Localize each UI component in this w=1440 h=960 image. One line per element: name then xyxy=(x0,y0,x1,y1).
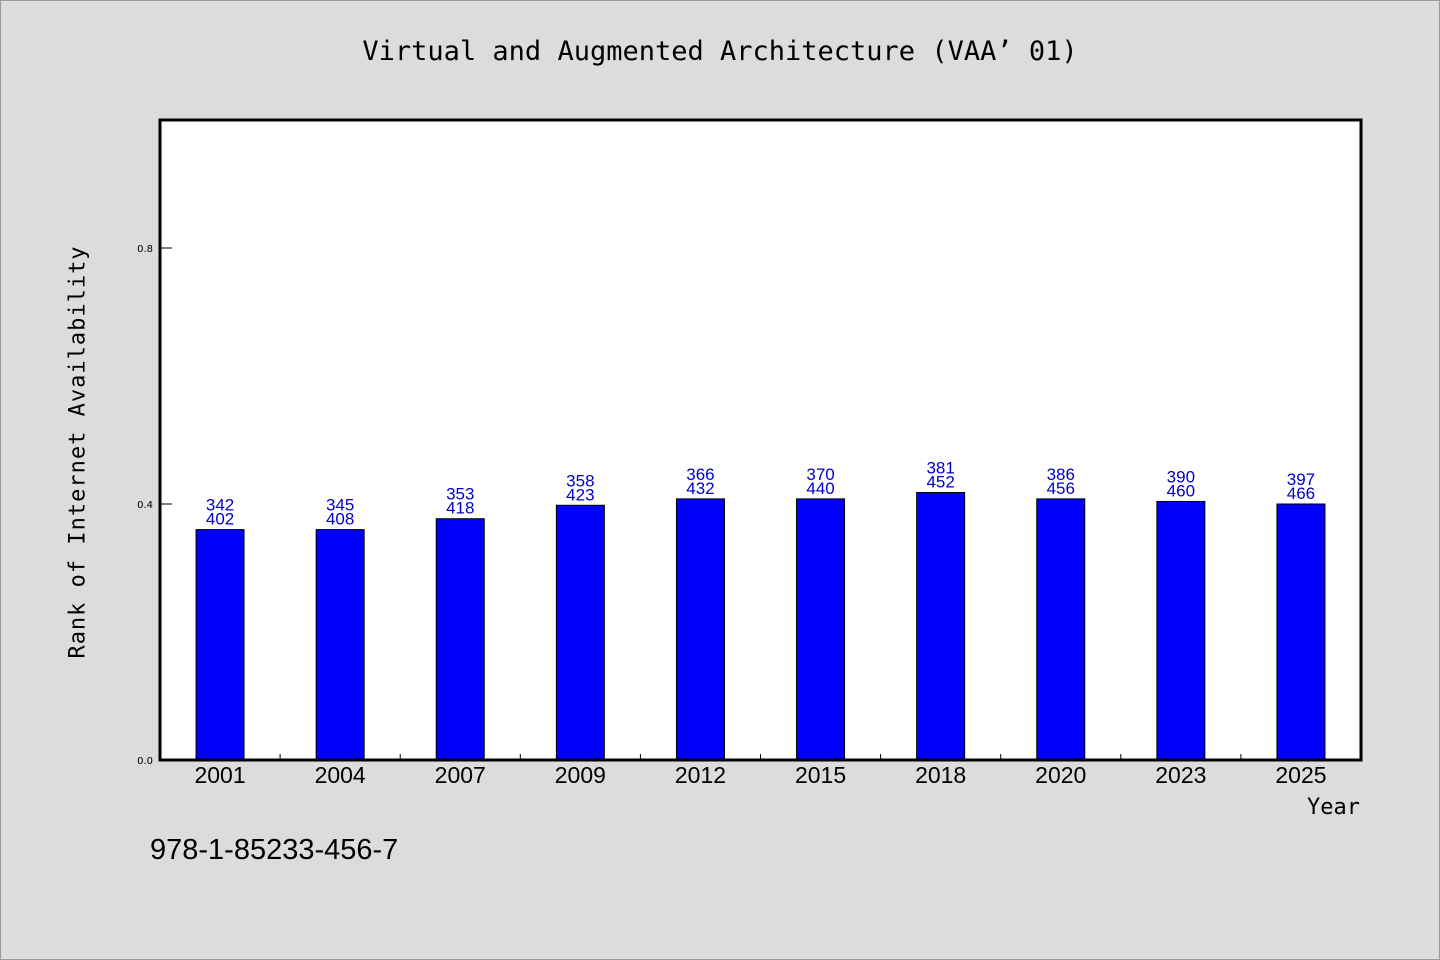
y-tick-label: 0.4 xyxy=(137,500,153,511)
bar-2009 xyxy=(555,504,605,761)
bar-2025 xyxy=(1276,503,1326,761)
bar-2004 xyxy=(315,529,365,761)
bar-label-top: 386 xyxy=(1047,465,1075,484)
y-tick-label: 0.0 xyxy=(137,756,153,767)
bar-label-bottom: 432 xyxy=(686,479,714,498)
bar-2007 xyxy=(435,518,485,761)
x-tick-label: 2020 xyxy=(1035,762,1086,788)
x-tick-label: 2004 xyxy=(315,762,366,788)
x-tick-label: 2009 xyxy=(555,762,606,788)
bar-label-bottom: 408 xyxy=(326,510,354,529)
bar-label-bottom: 452 xyxy=(926,472,954,491)
x-tick-label: 2007 xyxy=(435,762,486,788)
x-tick-label: 2018 xyxy=(915,762,966,788)
bar-label-bottom: 460 xyxy=(1167,481,1195,500)
x-tick-label: 2012 xyxy=(675,762,726,788)
x-axis-label: Year xyxy=(1307,795,1360,820)
bar-label-bottom: 456 xyxy=(1047,479,1075,498)
x-tick-label: 2025 xyxy=(1275,762,1326,788)
y-tick-label: 0.8 xyxy=(137,244,153,255)
chart-title: Virtual and Augmented Architecture (VAA’… xyxy=(362,36,1078,67)
bar-label-top: 397 xyxy=(1287,470,1315,489)
bar-label-bottom: 402 xyxy=(206,510,234,529)
bar-label-bottom: 440 xyxy=(806,479,834,498)
bar-2015 xyxy=(796,498,846,761)
bar-2020 xyxy=(1036,498,1086,761)
isbn-text: 978-1-85233-456-7 xyxy=(150,834,399,866)
x-tick-label: 2001 xyxy=(194,762,245,788)
bar-2001 xyxy=(195,529,245,761)
x-tick-label: 2023 xyxy=(1155,762,1206,788)
x-tick-label: 2015 xyxy=(795,762,846,788)
plot-area xyxy=(158,118,1363,762)
bar-label-top: 358 xyxy=(566,471,594,490)
bar-2012 xyxy=(675,498,725,761)
bar-label-top: 353 xyxy=(446,485,474,504)
bar-label-top: 366 xyxy=(686,465,714,484)
bar-label-top: 381 xyxy=(926,458,954,477)
bar-label-top: 342 xyxy=(206,496,234,515)
bar-label-bottom: 423 xyxy=(566,485,594,504)
bar-label-bottom: 418 xyxy=(446,499,474,518)
bar-label-top: 345 xyxy=(326,496,354,515)
bar-label-bottom: 466 xyxy=(1287,484,1315,503)
bar-label-top: 370 xyxy=(806,465,834,484)
bar-2023 xyxy=(1156,500,1206,761)
bar-2018 xyxy=(916,491,966,761)
bar-label-top: 390 xyxy=(1167,467,1195,486)
